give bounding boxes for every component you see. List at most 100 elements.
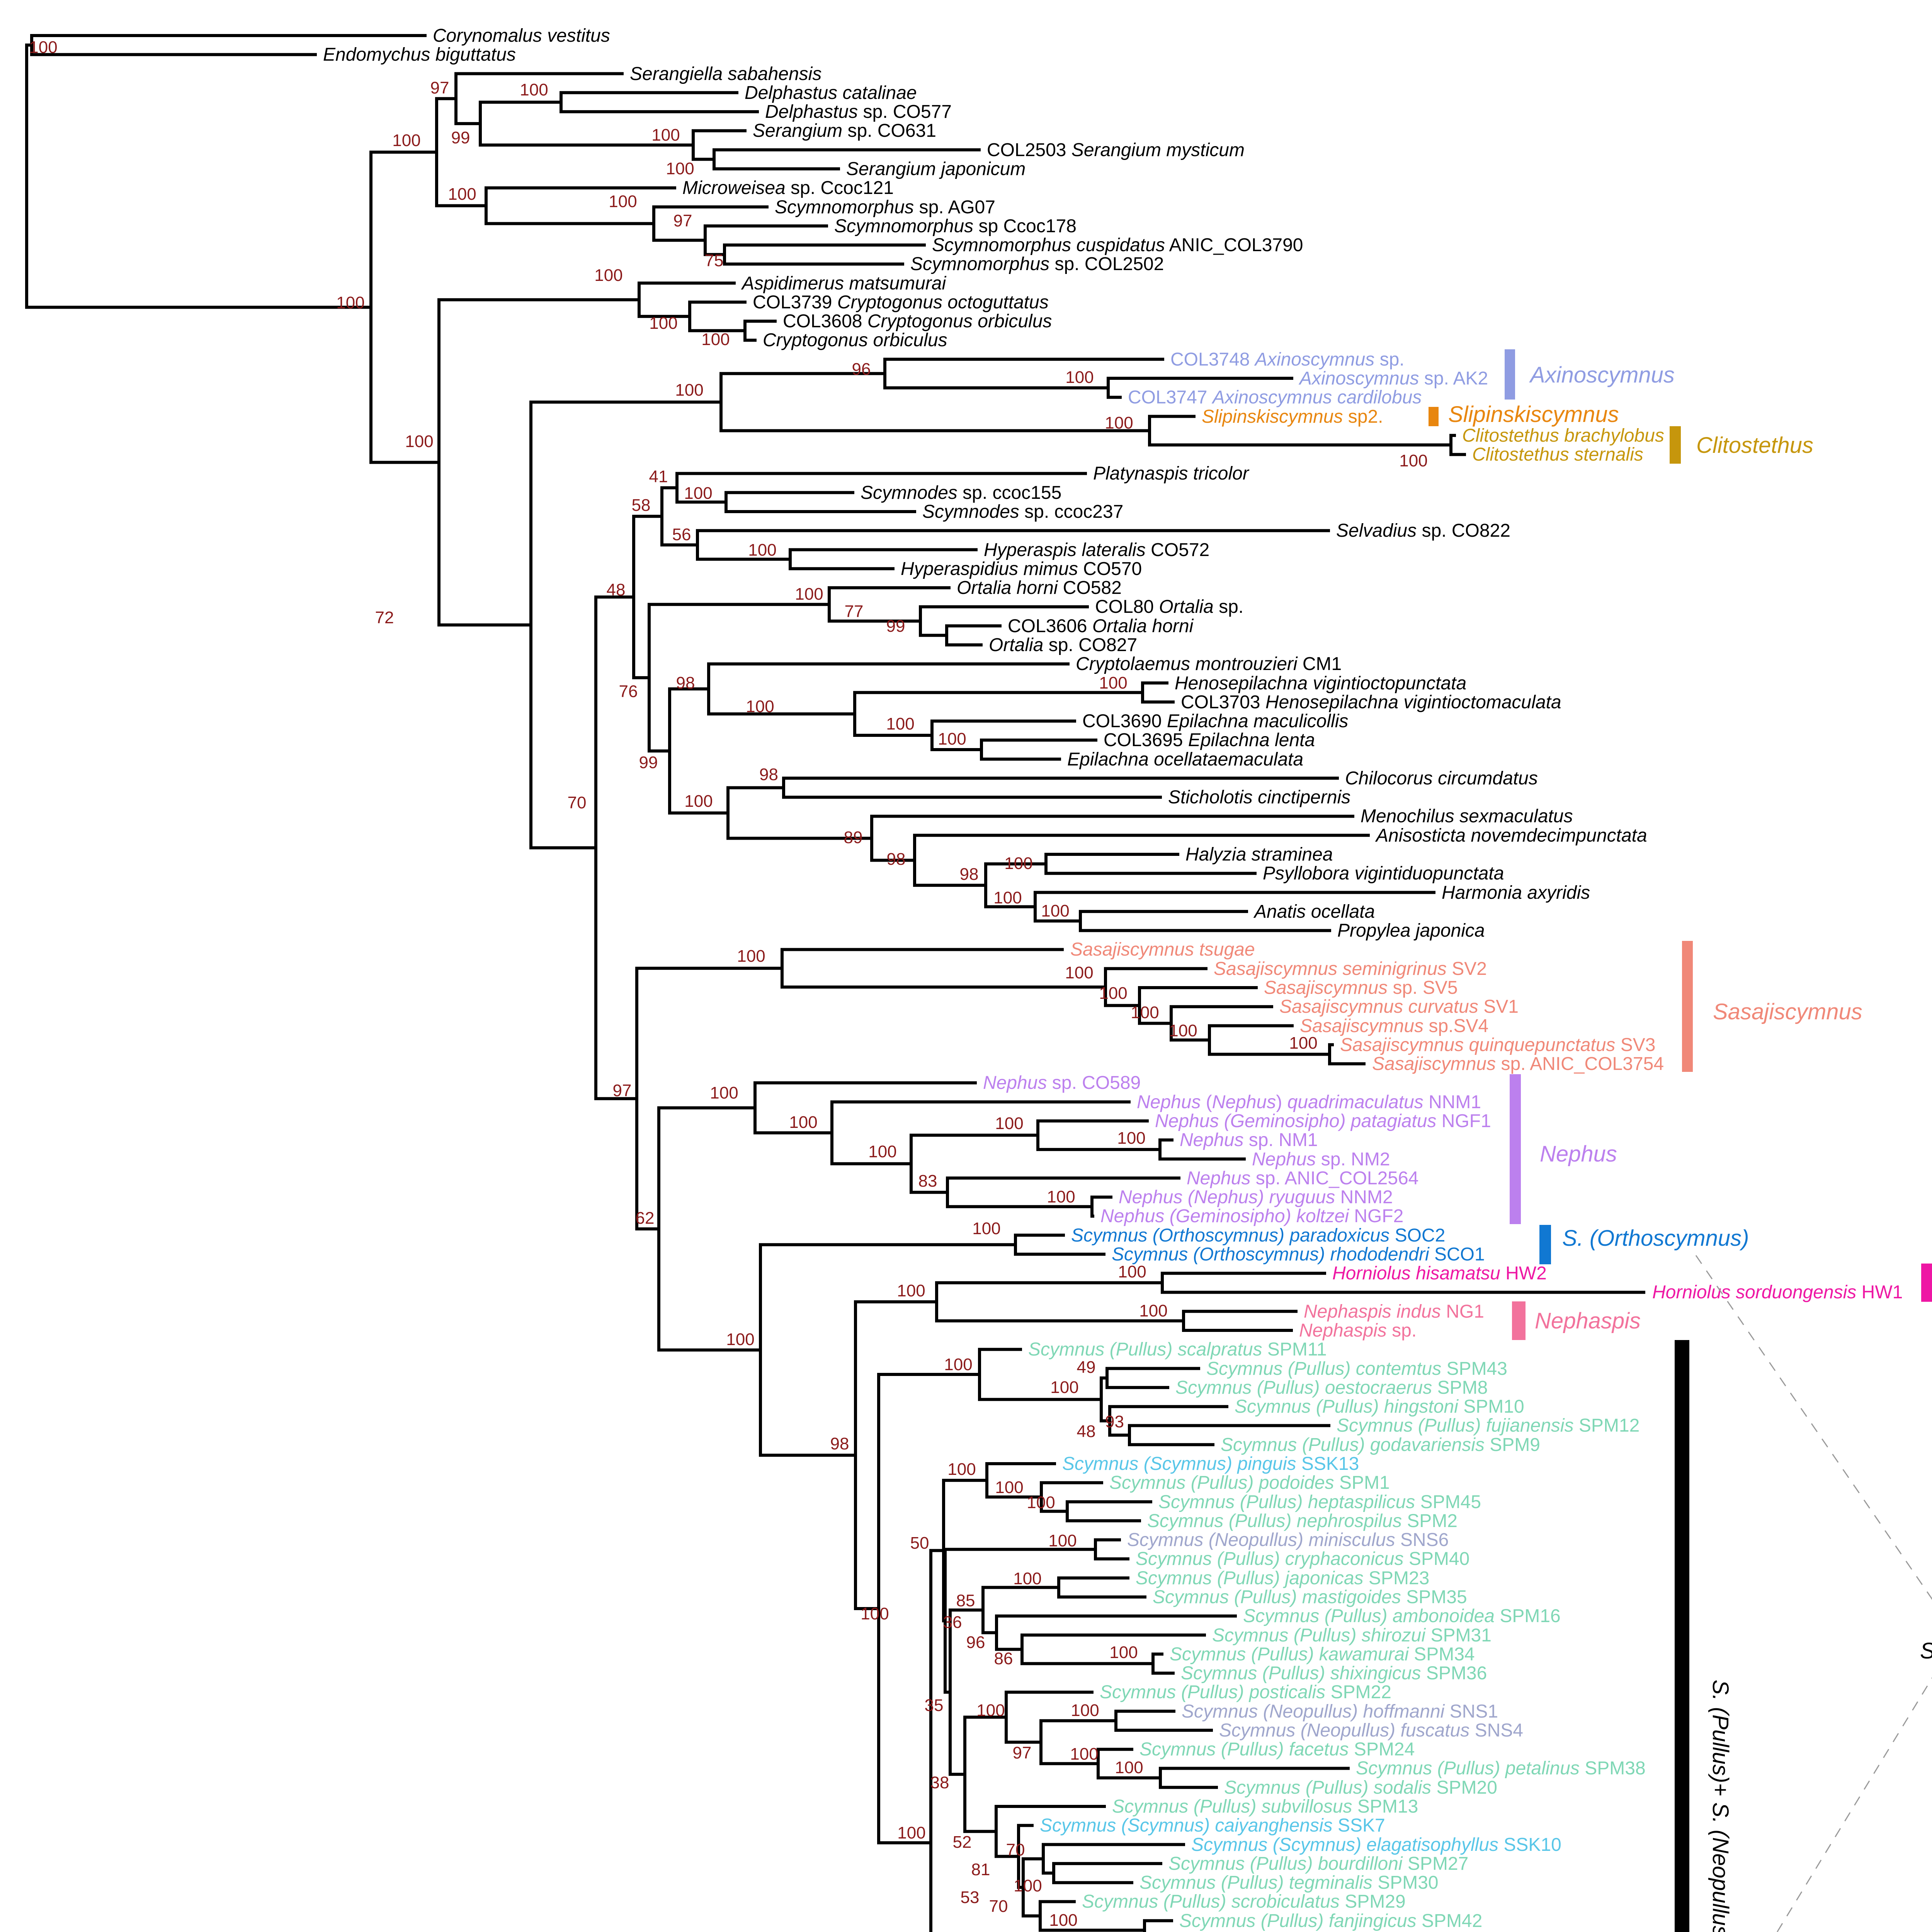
svg-text:70: 70 [989,1897,1008,1916]
svg-text:97: 97 [613,1081,632,1100]
svg-text:97: 97 [430,78,449,97]
svg-text:Nephus (Nephus) quadrimaculatu: Nephus (Nephus) quadrimaculatus NNM1 [1137,1092,1481,1112]
svg-text:100: 100 [897,1823,925,1842]
svg-text:100: 100 [701,330,730,349]
svg-text:100: 100 [886,714,914,733]
svg-text:100: 100 [726,1330,754,1349]
svg-text:98: 98 [960,865,979,884]
svg-text:50: 50 [910,1534,929,1553]
svg-text:Sticholotis cinctipernis: Sticholotis cinctipernis [1168,787,1350,808]
svg-text:Microweisea sp. Ccoc121: Microweisea sp. Ccoc121 [682,178,894,198]
svg-text:Sasajiscymnus sp.SV4: Sasajiscymnus sp.SV4 [1300,1016,1488,1036]
svg-text:Scymnus (Pullus) subvillosus S: Scymnus (Pullus) subvillosus SPM13 [1112,1796,1418,1817]
svg-text:100: 100 [29,38,57,57]
svg-text:Scymnus (Orthoscymnus) paradox: Scymnus (Orthoscymnus) paradoxicus SOC2 [1071,1225,1445,1246]
svg-text:38: 38 [930,1773,949,1792]
svg-text:COL2503 Serangium mysticum: COL2503 Serangium mysticum [987,140,1245,160]
svg-text:Nephaspis indus NG1: Nephaspis indus NG1 [1304,1301,1484,1322]
svg-text:100: 100 [336,293,364,312]
svg-text:98: 98 [887,850,906,869]
svg-text:Scymnodes sp. ccoc237: Scymnodes sp. ccoc237 [922,502,1123,522]
svg-text:100: 100 [392,131,420,150]
svg-text:Nephaspis: Nephaspis [1535,1308,1641,1333]
svg-text:Nephus sp. NM2: Nephus sp. NM2 [1252,1149,1390,1170]
svg-text:100: 100 [1049,1911,1077,1930]
svg-text:Delphastus catalinae: Delphastus catalinae [745,83,917,103]
svg-text:Sasajiscymnus quinquepunctatus: Sasajiscymnus quinquepunctatus SV3 [1340,1035,1656,1055]
svg-text:100: 100 [1289,1034,1317,1053]
svg-text:Nephus sp. ANIC_COL2564: Nephus sp. ANIC_COL2564 [1187,1168,1418,1189]
svg-text:COL3703 Henosepilachna viginti: COL3703 Henosepilachna vigintioctomacula… [1181,692,1561,713]
svg-text:Serangiella sabahensis: Serangiella sabahensis [630,64,821,84]
svg-text:Scymnomorphus sp. AG07: Scymnomorphus sp. AG07 [775,197,995,218]
svg-text:100: 100 [1027,1493,1055,1512]
svg-text:100: 100 [1041,901,1069,920]
svg-text:81: 81 [971,1860,990,1879]
svg-text:Scymnus (Scymnus) elagatisophy: Scymnus (Scymnus) elagatisophyllus SSK10 [1191,1835,1561,1855]
svg-text:Sasajiscymnus curvatus SV1: Sasajiscymnus curvatus SV1 [1279,997,1519,1017]
svg-text:98: 98 [676,673,695,692]
svg-text:Scymnus (Pullus) fujianensis S: Scymnus (Pullus) fujianensis SPM12 [1337,1415,1639,1436]
svg-text:Scymnus (Pullus) tegminalis SP: Scymnus (Pullus) tegminalis SPM30 [1139,1872,1439,1893]
svg-text:Scymnus (Pullus) scalpratus SP: Scymnus (Pullus) scalpratus SPM11 [1028,1339,1327,1360]
svg-text:100: 100 [649,314,677,333]
svg-text:100: 100 [748,541,776,560]
svg-text:Selvadius sp. CO822: Selvadius sp. CO822 [1336,520,1510,541]
svg-text:Scymnus (Pullus) scrobiculatus: Scymnus (Pullus) scrobiculatus SPM29 [1082,1891,1406,1912]
svg-text:Psyllobora vigintiduopunctata: Psyllobora vigintiduopunctata [1263,863,1504,884]
svg-text:100: 100 [1004,854,1032,873]
svg-text:100: 100 [520,80,548,99]
svg-text:100: 100 [993,888,1022,907]
svg-text:Scymnus (Pullus) shirozui SPM3: Scymnus (Pullus) shirozui SPM31 [1212,1625,1492,1646]
svg-text:100: 100 [1399,451,1427,470]
svg-text:76: 76 [619,682,638,701]
svg-text:75: 75 [705,251,724,270]
svg-text:70: 70 [1006,1840,1025,1859]
svg-text:Horniolus hisamatsu HW2: Horniolus hisamatsu HW2 [1332,1263,1547,1284]
svg-text:Anisosticta novemdecimpunctata: Anisosticta novemdecimpunctata [1375,825,1647,846]
svg-text:100: 100 [1139,1301,1167,1320]
svg-text:Chilocorus circumdatus: Chilocorus circumdatus [1345,768,1538,789]
svg-text:Scymnus (Neopullus) minisculus: Scymnus (Neopullus) minisculus SNS6 [1127,1530,1449,1550]
svg-text:Aspidimerus matsumurai: Aspidimerus matsumurai [741,273,947,294]
svg-text:85: 85 [956,1591,975,1610]
svg-text:Endomychus biguttatus: Endomychus biguttatus [323,44,516,65]
svg-text:62: 62 [636,1209,655,1228]
svg-text:Axinoscymnus sp. AK2: Axinoscymnus sp. AK2 [1298,368,1488,389]
svg-text:100: 100 [789,1113,817,1132]
svg-text:100: 100 [684,792,713,811]
svg-text:100: 100 [897,1281,925,1300]
svg-text:Scymnodes sp. ccoc155: Scymnodes sp. ccoc155 [861,483,1061,503]
svg-text:COL3608 Cryptogonus orbiculus: COL3608 Cryptogonus orbiculus [783,311,1052,332]
svg-text:Sasajiscymnus: Sasajiscymnus [1713,999,1862,1024]
svg-text:100: 100 [594,266,622,285]
svg-text:Ortalia horni CO582: Ortalia horni CO582 [957,578,1122,598]
svg-text:Scymnus (Pullus) godavariensis: Scymnus (Pullus) godavariensis SPM9 [1221,1435,1540,1455]
svg-text:Nephus (Geminosipho) patagiatu: Nephus (Geminosipho) patagiatus NGF1 [1155,1111,1491,1131]
svg-text:Nephus (Nephus) ryuguus NNM2: Nephus (Nephus) ryuguus NNM2 [1119,1187,1393,1208]
svg-text:100: 100 [995,1114,1023,1133]
svg-text:Hyperaspidius mimus CO570: Hyperaspidius mimus CO570 [901,559,1142,579]
svg-text:Scymnus (Pullus) facetus SPM24: Scymnus (Pullus) facetus SPM24 [1139,1739,1415,1760]
svg-text:Scymnus (Pullus) cryphaconicus: Scymnus (Pullus) cryphaconicus SPM40 [1136,1549,1469,1569]
svg-text:Sasajiscymnus sp. ANIC_COL3754: Sasajiscymnus sp. ANIC_COL3754 [1372,1054,1664,1074]
svg-text:Scymnus (Pullus) kawamurai SPM: Scymnus (Pullus) kawamurai SPM34 [1170,1644,1475,1665]
svg-text:100: 100 [795,585,823,604]
svg-text:100: 100 [1115,1758,1143,1777]
svg-text:Scymnus (Pullus) heptaspilicus: Scymnus (Pullus) heptaspilicus SPM45 [1158,1492,1481,1512]
svg-text:100: 100 [1118,1262,1146,1281]
svg-text:Scymnus (Pullus) posticalis SP: Scymnus (Pullus) posticalis SPM22 [1100,1682,1391,1702]
svg-text:Epilachna ocellataemaculata: Epilachna ocellataemaculata [1067,749,1303,770]
svg-text:Scymnomorphus sp Ccoc178: Scymnomorphus sp Ccoc178 [834,216,1077,236]
svg-text:Scymnus (Pullus) fanjingicus S: Scymnus (Pullus) fanjingicus SPM42 [1179,1911,1482,1931]
svg-text:Harmonia axyridis: Harmonia axyridis [1442,883,1590,903]
svg-text:Scymnus (Pullus) japonicas SPM: Scymnus (Pullus) japonicas SPM23 [1136,1568,1429,1588]
svg-text:100: 100 [1050,1378,1078,1397]
svg-text:100: 100 [1014,1876,1042,1895]
svg-text:Sasajiscymnus tsugae: Sasajiscymnus tsugae [1070,939,1255,960]
svg-text:COL3695 Epilachna lenta: COL3695 Epilachna lenta [1104,730,1315,750]
svg-text:100: 100 [1047,1187,1075,1206]
svg-text:100: 100 [1169,1021,1197,1040]
svg-text:93: 93 [1105,1412,1124,1431]
svg-text:Delphastus sp. CO577: Delphastus sp. CO577 [765,102,952,122]
